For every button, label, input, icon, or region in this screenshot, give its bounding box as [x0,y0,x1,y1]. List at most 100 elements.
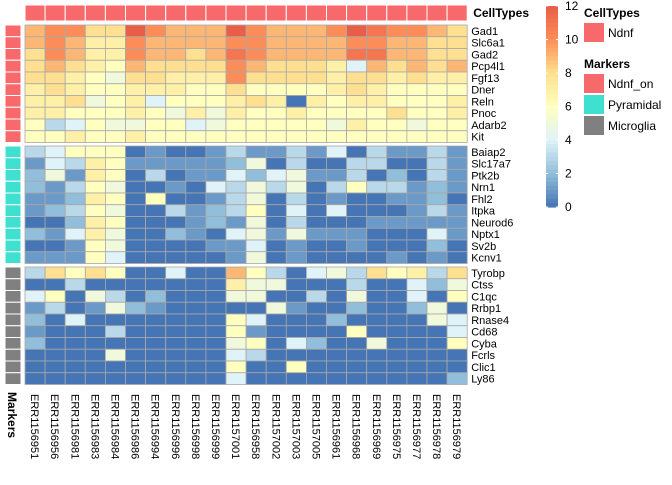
column-annotation-cell [265,4,287,22]
gene-label: C1qc [471,291,497,303]
heatmap-cell [386,24,408,38]
heatmap-cell [245,169,267,182]
heatmap-cell [185,180,207,194]
heatmap-cell [84,372,106,385]
legend-key [584,95,604,114]
heatmap-cell [426,266,448,280]
heatmap-cell [145,348,167,362]
heatmap-cell [64,266,86,280]
heatmap-cell [205,278,227,291]
heatmap-cell [446,59,468,73]
heatmap-cell [326,372,348,385]
heatmap-cell [346,83,368,96]
heatmap-cell [105,290,126,303]
colorbar-tick-label: 4 [565,133,572,147]
heatmap-cell [205,290,227,303]
heatmap-cell [386,36,408,49]
row-annotation-cell [4,157,22,170]
heatmap-cell [285,337,307,350]
heatmap-cell [446,251,468,264]
heatmap-cell [245,95,267,108]
heatmap-cell [426,360,448,374]
heatmap-cell [145,36,167,49]
heatmap-cell [125,48,147,61]
heatmap-cell [64,227,86,241]
heatmap-cell [265,130,287,143]
gene-label: Rnase4 [471,315,509,327]
heatmap-cell [125,59,147,73]
heatmap-cell [145,301,167,315]
heatmap-cell [346,290,368,303]
gene-label: Fgf13 [471,73,499,85]
heatmap-cell [44,360,66,374]
heatmap-cell [24,266,46,280]
heatmap-cell [165,106,187,120]
heatmap-cell [24,48,46,61]
heatmap-cell [125,118,147,132]
heatmap-cell [84,36,106,49]
heatmap-cell [305,227,327,241]
heatmap-cell [305,251,327,264]
heatmap-cell [366,145,388,159]
heatmap-cell [245,301,267,315]
heatmap-cell [386,157,408,170]
heatmap-cell [446,36,468,49]
heatmap-cell [205,59,227,73]
heatmap-cell [285,204,307,217]
row-annotation-cell [4,301,22,315]
heatmap-cell [285,239,307,253]
heatmap-cell [326,301,348,315]
heatmap-cell [446,227,468,241]
row-annotation-cell [4,278,22,291]
heatmap-cell [145,266,167,280]
heatmap-cell [426,59,448,73]
heatmap-cell [426,204,448,217]
heatmap-cell [105,266,126,280]
colorbar-segment [546,127,558,133]
heatmap-cell [24,106,46,120]
heatmap-cell [285,227,307,241]
gene-label: Ly86 [471,374,494,386]
sample-label: ERR1156956 [48,394,60,459]
heatmap-cell [326,313,348,327]
heatmap-cell [105,313,126,327]
heatmap-cell [125,313,147,327]
heatmap-cell [366,192,388,206]
heatmap-cell [366,169,388,182]
column-annotation-title: CellTypes [473,6,529,20]
heatmap-cell [24,278,46,291]
heatmap-cell [44,266,66,280]
heatmap-cell [145,59,167,73]
heatmap-cell [24,36,46,49]
heatmap-cell [285,313,307,327]
heatmap-cell [105,216,126,229]
heatmap-cell [305,266,327,280]
heatmap-cell [64,169,86,182]
sample-label: ERR1157001 [229,394,241,459]
heatmap-cell [265,348,287,362]
heatmap-cell [105,251,126,264]
row-annotation-cell [4,106,22,120]
heatmap-cell [406,83,428,96]
heatmap-cell [386,216,408,229]
colorbar-segment [546,140,558,145]
heatmap-cell [426,239,448,253]
heatmap-cell [305,348,327,362]
heatmap-cell [165,48,187,61]
row-annotation-cell [4,130,22,143]
heatmap-cell [165,266,187,280]
heatmap-cells [24,24,468,385]
heatmap-cell [145,95,167,108]
heatmap-cell [426,180,448,194]
gene-label: Clic1 [471,362,495,374]
colorbar-segment [546,10,558,15]
heatmap-cell [326,192,348,206]
heatmap-cell [165,157,187,170]
heatmap-cell [326,169,348,182]
colorbar-segment [546,190,558,196]
row-annotation-cell [4,239,22,253]
row-annotation-cell [4,290,22,303]
heatmap-cell [24,227,46,241]
heatmap-cell [84,95,106,108]
heatmap-cell [185,227,207,241]
